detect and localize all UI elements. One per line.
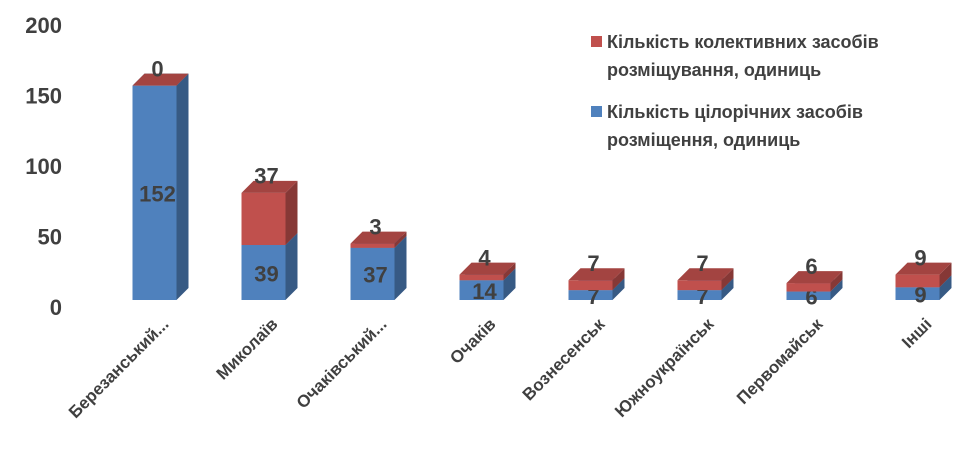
bar-side (830, 271, 843, 292)
bar-top (786, 271, 843, 284)
bar (241, 245, 286, 300)
data-label: 9 (914, 245, 926, 270)
bar-side (285, 180, 298, 246)
bar-side (612, 268, 625, 291)
bar (895, 274, 940, 288)
data-label: 7 (587, 251, 599, 276)
bar-side (285, 233, 298, 300)
data-label: 9 (914, 282, 926, 307)
bar-side (503, 262, 516, 281)
y-tick-label: 50 (38, 224, 62, 249)
bar-top (132, 73, 189, 86)
data-label: 0 (151, 56, 163, 81)
y-tick-label: 100 (25, 154, 62, 179)
legend-swatch (591, 106, 602, 117)
bar (350, 247, 395, 300)
data-label: 37 (254, 164, 278, 189)
bar (132, 85, 177, 301)
data-label: 4 (478, 245, 491, 270)
bar (568, 280, 613, 291)
bar-side (721, 278, 734, 300)
bar-side (612, 278, 625, 300)
legend-swatch (591, 36, 602, 47)
bar (568, 290, 613, 300)
x-tick-label: Березанський... (65, 315, 172, 422)
bar-top (241, 180, 298, 193)
x-tick-label: Первомайськ (733, 314, 827, 408)
bar-top (568, 268, 625, 281)
bar-top (677, 268, 734, 281)
data-label: 39 (254, 261, 278, 286)
bar-side (721, 268, 734, 291)
bar-side (394, 231, 407, 248)
x-tick-label: Очаківський... (293, 315, 391, 413)
bar (786, 283, 831, 292)
legend-label: Кількість колективних засобів розміщуван… (607, 32, 879, 80)
legend-label: Кількість цілорічних засобів розміщення,… (607, 102, 863, 150)
y-tick-label: 150 (25, 83, 62, 108)
bar (459, 280, 504, 300)
bar (241, 192, 286, 246)
data-label: 37 (363, 263, 387, 288)
data-label: 14 (472, 279, 497, 304)
y-tick-label: 0 (50, 295, 62, 320)
y-tick-label: 200 (25, 13, 62, 38)
data-label: 152 (139, 182, 176, 207)
data-label: 3 (369, 214, 381, 239)
x-tick-label: Миколаїв (213, 315, 282, 384)
bar-top (350, 231, 407, 244)
x-tick-label: Вознесенськ (519, 314, 609, 404)
bar (677, 280, 722, 291)
bar-top (459, 262, 516, 275)
bar-side (176, 73, 189, 301)
bar-side (503, 268, 516, 300)
data-label: 7 (696, 251, 708, 276)
bar (459, 274, 504, 281)
bar-top (895, 262, 952, 275)
bar (895, 287, 940, 300)
x-tick-label: Южноукраїнськ (611, 314, 718, 421)
bar-side (830, 279, 843, 300)
bar (677, 290, 722, 300)
x-tick-label: Інші (898, 315, 935, 352)
bar-side (939, 275, 952, 300)
bar-side (939, 262, 952, 288)
data-label: 6 (805, 254, 817, 279)
x-tick-label: Очаків (446, 315, 499, 368)
bar (786, 291, 831, 300)
bar-side (394, 235, 407, 300)
bar (350, 243, 395, 248)
